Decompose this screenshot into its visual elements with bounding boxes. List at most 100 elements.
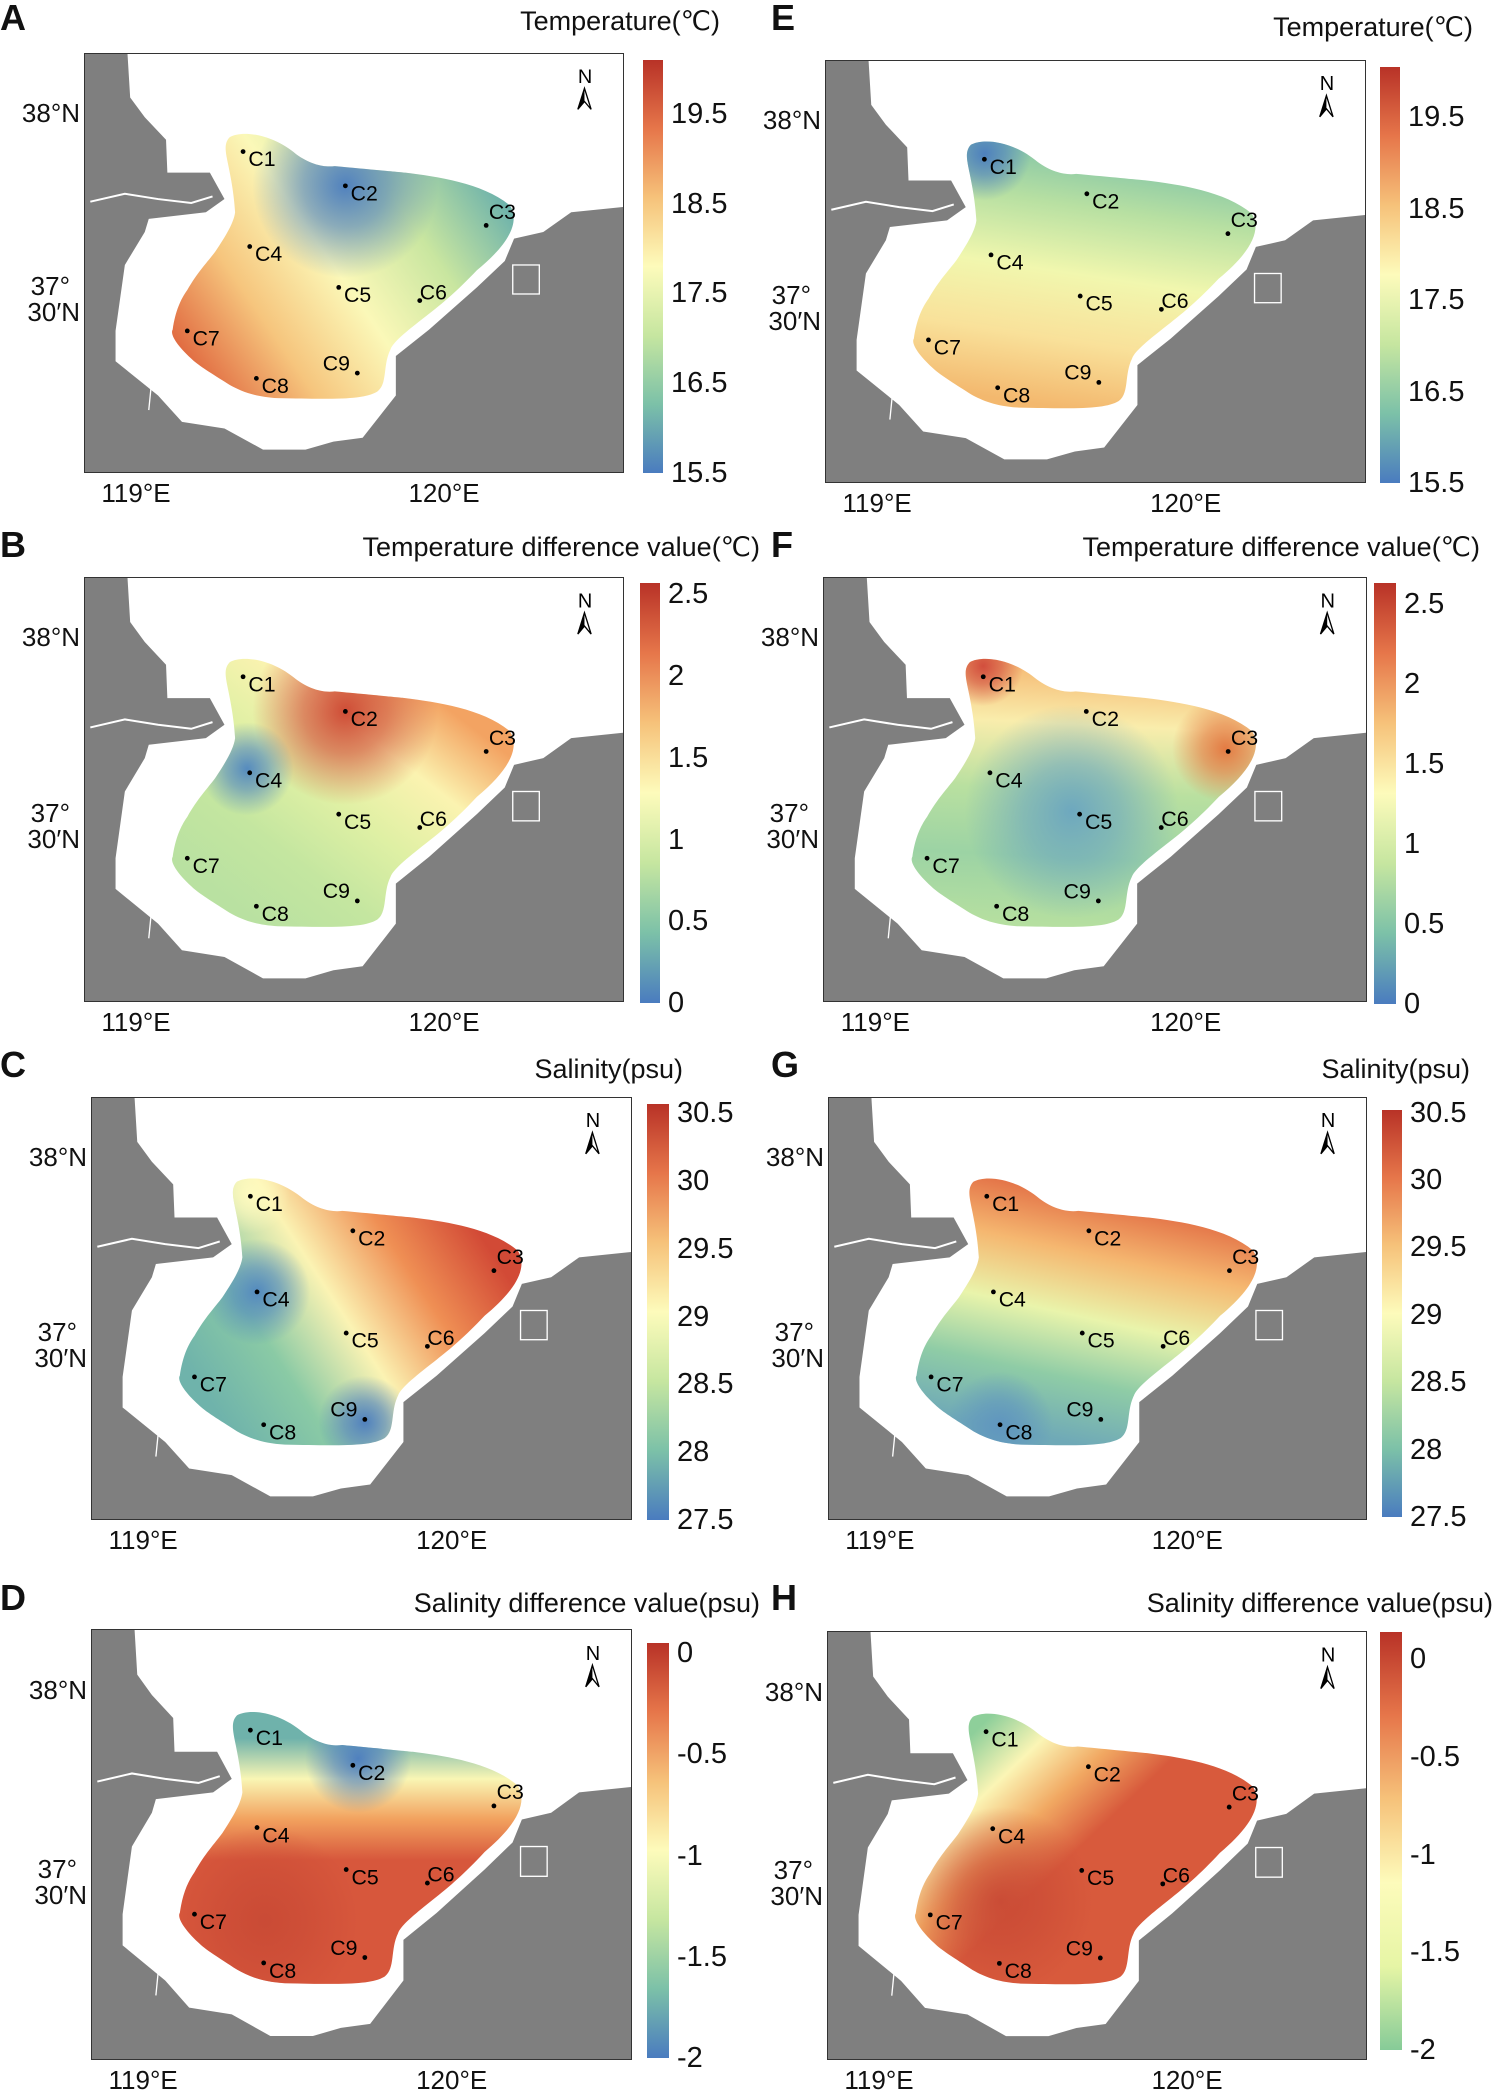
colorbar-tick-label: 2.5 <box>1404 587 1445 620</box>
station-label: C7 <box>200 1373 227 1397</box>
station-marker <box>1160 1343 1166 1349</box>
longitude-label: 120°E <box>416 1525 488 1555</box>
station-label: C5 <box>344 284 371 307</box>
station-marker <box>983 1729 989 1735</box>
harbor <box>519 1309 548 1341</box>
colorbar-title: Temperature difference value(℃) <box>1082 532 1480 562</box>
station-marker <box>1095 898 1101 904</box>
station-label: C9 <box>323 879 350 903</box>
station-label: C1 <box>256 1192 283 1216</box>
colorbar-title: Temperature difference value(℃) <box>362 532 760 562</box>
colorbar-title: Salinity difference value(psu) <box>413 1588 760 1618</box>
latitude-label: 37° <box>771 280 811 311</box>
colorbar-tick-label: 30.5 <box>1410 1096 1467 1129</box>
station-label: C8 <box>269 1420 296 1444</box>
river <box>97 1237 221 1250</box>
colorbar-title: Salinity(psu) <box>534 1054 683 1084</box>
colorbar-tick-label: 0 <box>1410 1643 1427 1676</box>
colorbar-tick-label: 16.5 <box>671 367 728 400</box>
station-marker <box>995 385 1001 391</box>
latitude-label: 38°N <box>760 622 819 653</box>
colorbar-title: Temperature(℃) <box>1273 12 1473 42</box>
station-label: C8 <box>269 1959 296 1983</box>
colorbar-tick-label: 29 <box>677 1300 710 1333</box>
station-marker <box>240 674 246 680</box>
station-marker <box>491 1268 497 1274</box>
station-label: C9 <box>1064 361 1091 385</box>
colorbar-tick-label: 28 <box>677 1436 710 1469</box>
map-svg: C1 C2 C3 C4 C5 C6 C7 C8 C9 N <box>92 1098 631 1519</box>
river <box>90 192 213 205</box>
colorbar-tick-label: 15.5 <box>1408 467 1465 499</box>
station-marker <box>354 898 360 904</box>
station-label: C9 <box>1066 1936 1093 1960</box>
station-marker <box>1085 1764 1091 1770</box>
station-marker <box>1077 811 1083 817</box>
longitude-label: 119°E <box>101 478 171 508</box>
station-label: C2 <box>351 707 378 731</box>
station-label: C5 <box>1088 1330 1115 1353</box>
colorbar-tick-label: -0.5 <box>1410 1741 1460 1773</box>
station-marker <box>1084 191 1090 197</box>
station-label: C8 <box>262 375 289 398</box>
latitude-label: 30′N <box>34 1879 87 1910</box>
station-label: C8 <box>1005 1959 1032 1983</box>
colorbar-tick-label: 2 <box>668 660 685 693</box>
colorbar-tick-label: 19.5 <box>1408 101 1465 134</box>
station-label: C6 <box>1163 1327 1190 1350</box>
panel-letter: H <box>771 1577 797 1618</box>
station-marker <box>336 811 342 817</box>
station-label: C3 <box>497 1245 524 1269</box>
latitude-label: 37° <box>37 1853 77 1884</box>
station-marker <box>424 1880 430 1886</box>
river <box>144 1940 160 1996</box>
colorbar-tick-label: 18.5 <box>1408 192 1465 225</box>
map-frame: C1 C2 C3 C4 C5 C6 C7 C8 C9 N <box>825 60 1366 483</box>
colorbar-tick-label: 28.5 <box>1410 1366 1467 1399</box>
station-label: C1 <box>991 1727 1018 1751</box>
harbor <box>1255 1846 1283 1878</box>
station-marker <box>350 1762 356 1768</box>
colorbar-tick-label: -1 <box>1410 1838 1436 1871</box>
station-label: C3 <box>489 201 516 224</box>
colorbar <box>1380 1632 1402 2050</box>
station-label: C2 <box>358 1761 385 1785</box>
colorbar-tick-label: 2 <box>1404 667 1421 700</box>
panel-letter: F <box>771 524 793 565</box>
river <box>881 1403 896 1457</box>
station-marker <box>997 1422 1003 1428</box>
map-frame: C1 C2 C3 C4 C5 C6 C7 C8 C9 N <box>91 1097 632 1520</box>
harbor <box>1254 790 1283 822</box>
station-label: C4 <box>998 1824 1025 1848</box>
station-label: C6 <box>420 807 447 831</box>
longitude-label: 119°E <box>844 2065 914 2095</box>
station-label: C7 <box>193 327 220 350</box>
station-marker <box>926 337 931 343</box>
colorbar <box>1380 67 1400 483</box>
colorbar-title: Salinity difference value(psu) <box>1146 1588 1493 1618</box>
panel-letter: E <box>771 0 796 38</box>
panel-letter: D <box>0 1577 26 1618</box>
station-marker <box>354 370 360 376</box>
station-marker <box>261 1960 267 1966</box>
station-marker <box>336 285 342 290</box>
colorbar-tick-label: 0 <box>668 987 685 1019</box>
station-label: C6 <box>1161 289 1188 313</box>
station-marker <box>247 244 253 249</box>
colorbar-tick-label: 28.5 <box>677 1368 734 1401</box>
station-marker <box>1158 306 1164 312</box>
harbor <box>512 264 540 295</box>
colorbar-tick-label: -2 <box>677 2042 703 2074</box>
colorbar-tick-label: 16.5 <box>1408 375 1465 408</box>
station-marker <box>1225 749 1231 754</box>
station-marker <box>981 156 987 162</box>
colorbar-tick-label: 29 <box>1410 1298 1443 1331</box>
colorbar <box>1382 1110 1402 1517</box>
latitude-label: 38°N <box>21 97 80 128</box>
river <box>833 1773 956 1786</box>
longitude-label: 119°E <box>842 488 912 518</box>
latitude-label: 38°N <box>765 1142 824 1173</box>
colorbar <box>1374 583 1396 1004</box>
station-marker <box>192 1911 197 1917</box>
map-svg: C1 C2 C3 C4 C5 C6 C7 C8 C9 N <box>824 578 1366 1001</box>
